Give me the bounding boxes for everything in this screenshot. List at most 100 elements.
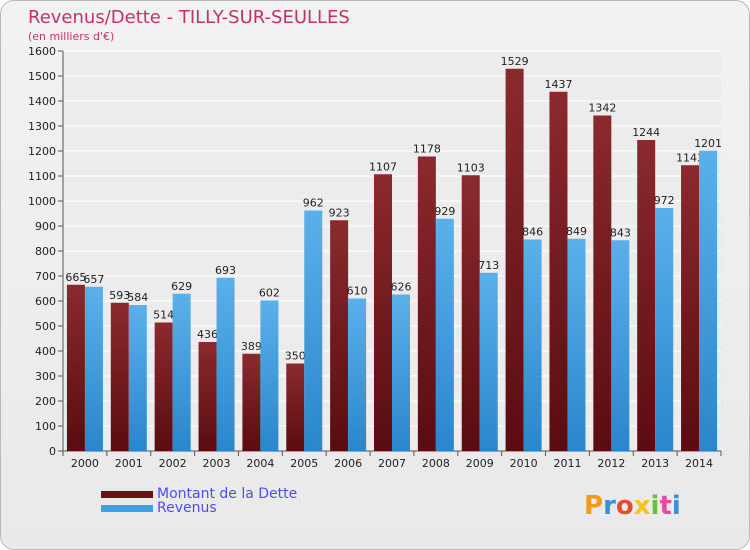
y-tick-label: 100 xyxy=(35,420,56,433)
bar-dette xyxy=(637,140,656,451)
bar-revenus xyxy=(128,305,147,451)
chart-subtitle: (en milliers d'€) xyxy=(28,30,115,43)
data-label: 1107 xyxy=(369,160,397,173)
data-label: 626 xyxy=(391,281,412,294)
x-tick-label: 2000 xyxy=(71,457,99,470)
bar-dette xyxy=(110,302,129,451)
data-label: 1244 xyxy=(632,126,660,139)
x-tick-label: 2006 xyxy=(334,457,362,470)
x-tick-label: 2007 xyxy=(378,457,406,470)
x-tick-label: 2013 xyxy=(641,457,669,470)
data-label: 657 xyxy=(83,273,104,286)
bar-dette xyxy=(461,175,480,451)
x-tick-label: 2009 xyxy=(466,457,494,470)
data-label: 972 xyxy=(654,194,675,207)
x-tick-label: 2004 xyxy=(246,457,274,470)
y-tick-label: 900 xyxy=(35,220,56,233)
bar-revenus xyxy=(611,240,630,451)
bar-dette xyxy=(417,156,436,451)
data-label: 514 xyxy=(153,309,174,322)
bar-dette xyxy=(549,91,568,451)
data-label: 1178 xyxy=(413,143,441,156)
y-tick-label: 1200 xyxy=(28,145,56,158)
x-tick-label: 2010 xyxy=(510,457,538,470)
data-label: 843 xyxy=(610,226,631,239)
legend-label-revenus: Revenus xyxy=(157,500,217,516)
data-label: 593 xyxy=(109,289,130,302)
bar-revenus xyxy=(84,286,103,451)
bar-revenus xyxy=(435,218,454,451)
bar-revenus xyxy=(523,239,542,451)
proxiti-logo: Proxiti xyxy=(584,491,681,521)
logo-letter: i xyxy=(671,491,681,521)
x-tick-label: 2011 xyxy=(553,457,581,470)
bar-dette xyxy=(286,363,305,451)
data-label: 849 xyxy=(566,225,587,238)
bar-revenus xyxy=(655,208,674,451)
data-label: 923 xyxy=(329,206,350,219)
data-label: 629 xyxy=(171,280,192,293)
bar-dette xyxy=(330,220,349,451)
logo-letter: o xyxy=(615,491,634,521)
data-label: 693 xyxy=(215,264,236,277)
logo-letter: P xyxy=(584,491,604,521)
bar-dette xyxy=(66,284,85,451)
data-label: 1143 xyxy=(676,151,704,164)
legend-swatch-debt xyxy=(101,491,153,498)
bar-revenus xyxy=(304,210,323,451)
bar-dette xyxy=(681,165,700,451)
y-tick-label: 1100 xyxy=(28,170,56,183)
chart-title: Revenus/Dette - TILLY-SUR-SEULLES xyxy=(28,7,350,28)
y-tick-label: 700 xyxy=(35,270,56,283)
bar-dette xyxy=(242,353,261,451)
bar-revenus xyxy=(699,150,718,451)
bar-dette xyxy=(505,68,524,451)
bar-revenus xyxy=(260,300,279,451)
bar-revenus xyxy=(216,277,235,451)
data-label: 602 xyxy=(259,287,280,300)
bar-revenus xyxy=(567,238,586,451)
y-tick-label: 500 xyxy=(35,320,56,333)
y-tick-label: 1000 xyxy=(28,195,56,208)
y-tick-label: 1300 xyxy=(28,120,56,133)
x-tick-label: 2012 xyxy=(597,457,625,470)
x-tick-label: 2008 xyxy=(422,457,450,470)
y-tick-label: 600 xyxy=(35,295,56,308)
x-tick-label: 2014 xyxy=(685,457,713,470)
y-tick-label: 1500 xyxy=(28,70,56,83)
y-tick-label: 400 xyxy=(35,345,56,358)
data-label: 1437 xyxy=(544,78,572,91)
data-label: 350 xyxy=(285,350,306,363)
y-tick-label: 200 xyxy=(35,395,56,408)
bar-dette xyxy=(198,342,217,451)
data-label: 1342 xyxy=(588,102,616,115)
logo-letter: i xyxy=(650,491,660,521)
data-label: 436 xyxy=(197,328,218,341)
bar-dette xyxy=(593,115,612,451)
data-label: 713 xyxy=(478,259,499,272)
bar-revenus xyxy=(348,298,367,451)
legend-label-debt: Montant de la Dette xyxy=(157,486,298,502)
bar-revenus xyxy=(479,272,498,451)
y-tick-label: 300 xyxy=(35,370,56,383)
data-label: 929 xyxy=(434,205,455,218)
bar-dette xyxy=(154,322,173,451)
x-tick-label: 2001 xyxy=(115,457,143,470)
bar-revenus xyxy=(172,293,191,451)
data-label: 1201 xyxy=(694,137,722,150)
y-tick-label: 0 xyxy=(49,445,56,458)
y-tick-label: 1400 xyxy=(28,95,56,108)
data-label: 1529 xyxy=(501,55,529,68)
logo-letter: t xyxy=(659,491,672,521)
x-tick-label: 2005 xyxy=(290,457,318,470)
data-label: 610 xyxy=(347,285,368,298)
data-label: 962 xyxy=(303,197,324,210)
bar-dette xyxy=(374,174,392,451)
bar-revenus xyxy=(392,294,410,451)
data-label: 665 xyxy=(65,271,86,284)
data-label: 846 xyxy=(522,226,543,239)
y-tick-label: 800 xyxy=(35,245,56,258)
data-label: 1103 xyxy=(457,161,485,174)
